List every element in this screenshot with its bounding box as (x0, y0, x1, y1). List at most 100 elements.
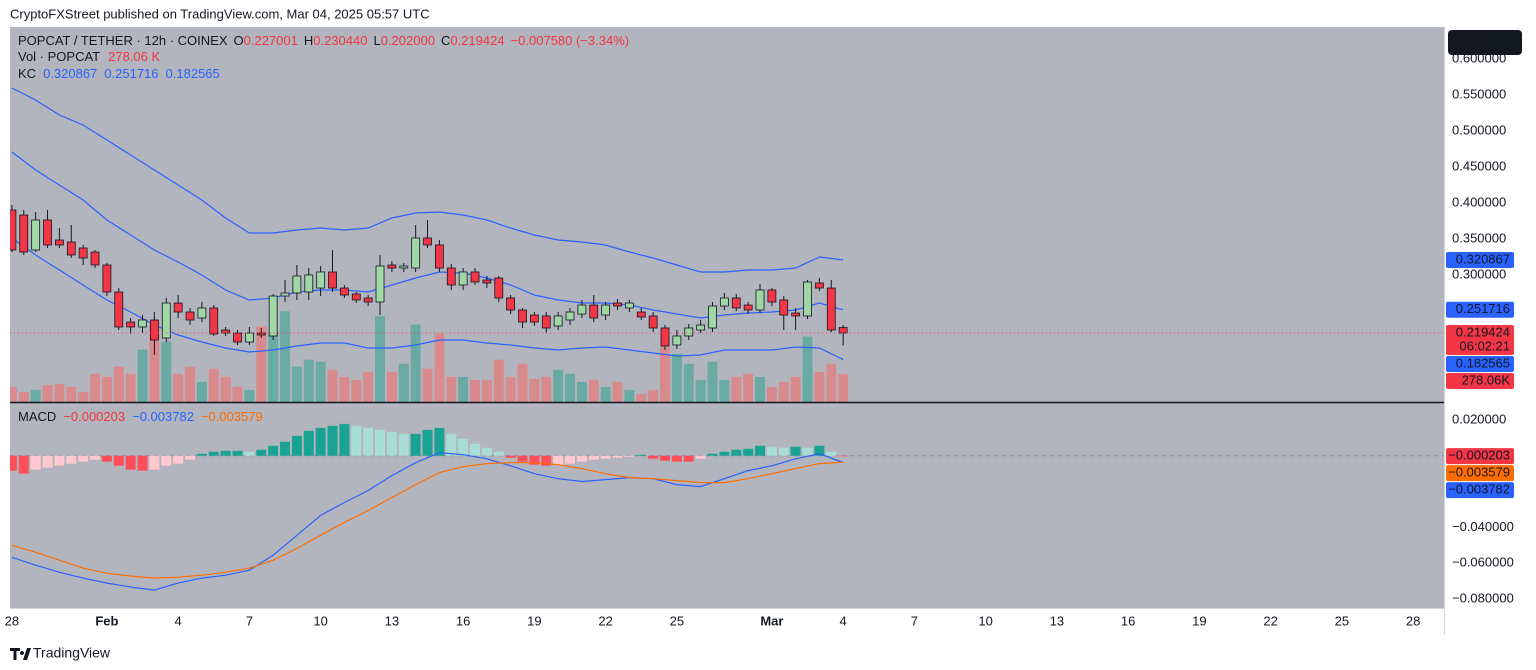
volume-bar (600, 386, 611, 402)
candle-body (660, 327, 670, 347)
volume-bar (529, 378, 540, 402)
candle-body (292, 275, 302, 294)
macd-pane (10, 423, 1444, 591)
candle-body (138, 319, 147, 328)
candle-body (613, 302, 622, 307)
badge-label: 0.182565 (1456, 355, 1510, 370)
x-tick-label: 19 (527, 613, 541, 628)
candle-body (54, 239, 64, 246)
histogram-bar (173, 455, 184, 464)
x-tick-label: Mar (760, 613, 783, 628)
candle-body (636, 311, 646, 318)
histogram-bar (517, 455, 528, 462)
x-tick-label: 4 (175, 613, 182, 628)
candle-body (482, 279, 492, 284)
candle-body (197, 307, 207, 319)
volume-bar (719, 379, 730, 402)
x-tick-label: 13 (1050, 613, 1064, 628)
candle-body (66, 241, 76, 256)
histogram-bar (327, 425, 338, 456)
ohlc-key: O (234, 33, 244, 48)
volume-bar (101, 376, 112, 402)
candle-body (304, 274, 314, 293)
badge-label: −0.003579 (1448, 465, 1510, 480)
ohlc-value: 0.219424 (450, 33, 504, 48)
y-tick-label: −0.060000 (1452, 555, 1514, 570)
volume-bar (315, 361, 326, 402)
candle-body (19, 214, 29, 253)
currency-button[interactable]: USDT (1448, 30, 1522, 55)
candle-body (375, 265, 385, 303)
histogram-bar (778, 447, 789, 456)
histogram-bar (660, 455, 671, 461)
volume-bar (256, 326, 267, 402)
volume-bar (446, 376, 457, 402)
histogram-bar (588, 455, 599, 460)
volume-bar (339, 376, 350, 402)
x-tick-label: 25 (670, 613, 684, 628)
volume-bar (695, 379, 706, 402)
candle-body (624, 302, 634, 309)
candle-body (696, 324, 706, 331)
kc-value: 0.320867 (43, 66, 97, 81)
candle-body (161, 302, 171, 339)
candle-body (351, 293, 361, 301)
histogram-bar (493, 451, 504, 456)
volume-bar (66, 386, 77, 402)
candle-body (684, 327, 694, 337)
candle-body (185, 311, 195, 321)
volume-bar (826, 363, 837, 402)
candle-body (506, 297, 516, 311)
histogram-bar (410, 433, 421, 456)
price-badge (1446, 356, 1514, 373)
x-tick-label: 19 (1192, 613, 1206, 628)
candle-body (256, 332, 266, 336)
price-badge (1446, 325, 1514, 356)
y-tick-label: 0.550000 (1452, 86, 1506, 101)
histogram-bar (398, 433, 409, 456)
candle-body (10, 209, 17, 251)
legend-line: MACD −0.000203 −0.003782 −0.003579 (18, 409, 263, 424)
y-tick-label: 0.300000 (1452, 266, 1506, 281)
candle-body (411, 237, 421, 269)
candle-body (577, 304, 587, 315)
candle-body (209, 307, 219, 335)
main-pane (10, 87, 1444, 402)
macd-name: MACD (18, 409, 56, 424)
volume-bar (565, 373, 576, 402)
legend-line: POPCAT / TETHER · 12h · COINEX O0.227001 H… (18, 33, 629, 48)
candle-body (529, 314, 539, 323)
histogram-bar (695, 455, 706, 459)
histogram-bar (291, 435, 302, 456)
candle-body (423, 237, 432, 246)
histogram-bar (600, 455, 611, 459)
candle-body (316, 271, 326, 289)
volume-bar (766, 386, 777, 402)
volume-bar (291, 366, 302, 402)
candle-body (126, 321, 136, 328)
volume-bar (244, 389, 255, 402)
histogram-bar (470, 443, 481, 456)
badge-label: 06:02:21 (1459, 338, 1510, 353)
legend: POPCAT / TETHER · 12h · COINEX O0.227001 H… (18, 33, 629, 424)
price-badge (1446, 373, 1514, 390)
histogram-bar (707, 453, 718, 456)
brand: TradingView (33, 645, 111, 661)
volume-bar (268, 333, 279, 402)
change: −0.007580 (−3.34%) (511, 33, 630, 48)
volume-bar (208, 368, 219, 402)
x-tick-label: 28 (1406, 613, 1420, 628)
volume-bar (470, 379, 481, 402)
volume-bar (458, 376, 469, 402)
volume-bar (149, 321, 160, 402)
volume-bar (78, 391, 89, 402)
candle-body (399, 265, 409, 269)
badge-label: 0.320867 (1456, 251, 1510, 266)
candle-body (114, 291, 124, 328)
candle-body (803, 281, 812, 317)
volume-bar (731, 376, 742, 402)
badge-label: −0.000203 (1448, 448, 1510, 463)
candle-body (826, 287, 836, 331)
volume-name: Vol · POPCAT (18, 49, 100, 64)
